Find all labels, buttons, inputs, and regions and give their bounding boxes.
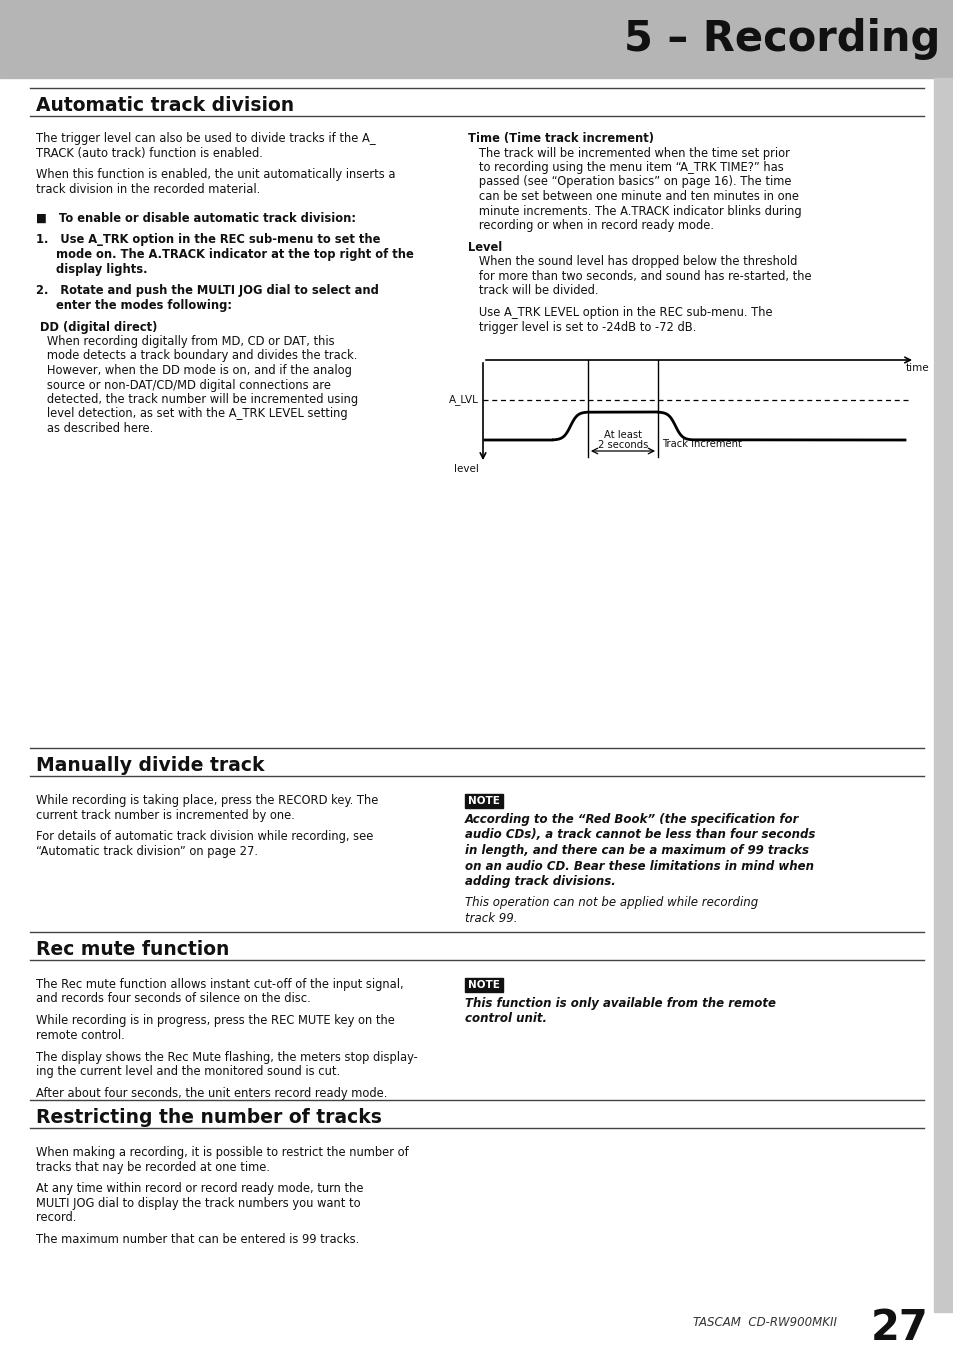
Text: detected, the track number will be incremented using: detected, the track number will be incre… xyxy=(36,393,357,406)
Bar xyxy=(0,0,953,78)
Text: 1.   Use A_TRK option in the REC sub-menu to set the: 1. Use A_TRK option in the REC sub-menu … xyxy=(36,234,380,247)
Text: display lights.: display lights. xyxy=(36,262,148,275)
Bar xyxy=(464,794,502,809)
Text: According to the “Red Book” (the specification for: According to the “Red Book” (the specifi… xyxy=(464,813,799,826)
Text: enter the modes following:: enter the modes following: xyxy=(36,298,232,312)
Text: When the sound level has dropped below the threshold: When the sound level has dropped below t… xyxy=(468,255,797,269)
Text: Time (Time track increment): Time (Time track increment) xyxy=(468,132,654,144)
Text: source or non-DAT/CD/MD digital connections are: source or non-DAT/CD/MD digital connecti… xyxy=(36,378,331,392)
Text: 27: 27 xyxy=(870,1307,928,1349)
Text: TASCAM  CD-RW900MKII: TASCAM CD-RW900MKII xyxy=(692,1315,836,1328)
Text: Restricting the number of tracks: Restricting the number of tracks xyxy=(36,1108,381,1127)
Text: The track will be incremented when the time set prior: The track will be incremented when the t… xyxy=(468,147,789,159)
Text: After about four seconds, the unit enters record ready mode.: After about four seconds, the unit enter… xyxy=(36,1087,387,1100)
Text: At least: At least xyxy=(603,431,641,440)
Text: DD (digital direct): DD (digital direct) xyxy=(36,320,157,333)
Text: track division in the recorded material.: track division in the recorded material. xyxy=(36,182,260,196)
Text: and records four seconds of silence on the disc.: and records four seconds of silence on t… xyxy=(36,992,311,1006)
Text: NOTE: NOTE xyxy=(468,796,499,806)
Text: mode detects a track boundary and divides the track.: mode detects a track boundary and divide… xyxy=(36,350,357,363)
Text: A_LVL: A_LVL xyxy=(449,394,478,405)
Text: While recording is taking place, press the RECORD key. The: While recording is taking place, press t… xyxy=(36,794,378,807)
Text: When this function is enabled, the unit automatically inserts a: When this function is enabled, the unit … xyxy=(36,169,395,181)
Text: 2.   Rotate and push the MULTI JOG dial to select and: 2. Rotate and push the MULTI JOG dial to… xyxy=(36,285,378,297)
Text: 2 seconds: 2 seconds xyxy=(598,440,647,450)
Text: trigger level is set to -24dB to -72 dB.: trigger level is set to -24dB to -72 dB. xyxy=(468,320,696,333)
Text: audio CDs), a track cannot be less than four seconds: audio CDs), a track cannot be less than … xyxy=(464,829,815,841)
Text: For details of automatic track division while recording, see: For details of automatic track division … xyxy=(36,830,373,844)
Text: Automatic track division: Automatic track division xyxy=(36,96,294,115)
Text: ■   To enable or disable automatic track division:: ■ To enable or disable automatic track d… xyxy=(36,212,355,224)
Text: When making a recording, it is possible to restrict the number of: When making a recording, it is possible … xyxy=(36,1146,408,1160)
Bar xyxy=(933,78,953,1312)
Text: level: level xyxy=(454,464,478,474)
Text: Level: Level xyxy=(468,240,501,254)
Text: in length, and there can be a maximum of 99 tracks: in length, and there can be a maximum of… xyxy=(464,844,808,857)
Text: This operation can not be applied while recording: This operation can not be applied while … xyxy=(464,896,758,910)
Text: “Automatic track division” on page 27.: “Automatic track division” on page 27. xyxy=(36,845,257,857)
Text: mode on. The A.TRACK indicator at the top right of the: mode on. The A.TRACK indicator at the to… xyxy=(36,248,414,261)
Text: This function is only available from the remote: This function is only available from the… xyxy=(464,998,775,1010)
Text: remote control.: remote control. xyxy=(36,1029,125,1042)
Text: The Rec mute function allows instant cut-off of the input signal,: The Rec mute function allows instant cut… xyxy=(36,977,403,991)
Text: tracks that nay be recorded at one time.: tracks that nay be recorded at one time. xyxy=(36,1161,270,1173)
Text: on an audio CD. Bear these limitations in mind when: on an audio CD. Bear these limitations i… xyxy=(464,860,813,872)
Text: TRACK (auto track) function is enabled.: TRACK (auto track) function is enabled. xyxy=(36,147,263,159)
Bar xyxy=(464,977,502,992)
Text: NOTE: NOTE xyxy=(468,980,499,990)
Text: When recording digitally from MD, CD or DAT, this: When recording digitally from MD, CD or … xyxy=(36,335,335,348)
Text: MULTI JOG dial to display the track numbers you want to: MULTI JOG dial to display the track numb… xyxy=(36,1196,360,1210)
Text: The trigger level can also be used to divide tracks if the A_: The trigger level can also be used to di… xyxy=(36,132,375,144)
Text: The maximum number that can be entered is 99 tracks.: The maximum number that can be entered i… xyxy=(36,1233,359,1246)
Text: adding track divisions.: adding track divisions. xyxy=(464,875,615,888)
Text: record.: record. xyxy=(36,1211,76,1224)
Text: current track number is incremented by one.: current track number is incremented by o… xyxy=(36,809,294,822)
Text: passed (see “Operation basics” on page 16). The time: passed (see “Operation basics” on page 1… xyxy=(468,176,791,189)
Text: level detection, as set with the A_TRK LEVEL setting: level detection, as set with the A_TRK L… xyxy=(36,408,347,420)
Text: Track increment: Track increment xyxy=(661,439,741,450)
Text: Rec mute function: Rec mute function xyxy=(36,940,229,958)
Text: can be set between one minute and ten minutes in one: can be set between one minute and ten mi… xyxy=(468,190,799,202)
Text: track 99.: track 99. xyxy=(464,911,517,925)
Text: However, when the DD mode is on, and if the analog: However, when the DD mode is on, and if … xyxy=(36,364,352,377)
Text: At any time within record or record ready mode, turn the: At any time within record or record read… xyxy=(36,1183,363,1195)
Text: minute increments. The A.TRACK indicator blinks during: minute increments. The A.TRACK indicator… xyxy=(468,204,801,217)
Text: to recording using the menu item “A_TRK TIME?” has: to recording using the menu item “A_TRK … xyxy=(468,161,783,174)
Text: track will be divided.: track will be divided. xyxy=(468,285,598,297)
Text: for more than two seconds, and sound has re-started, the: for more than two seconds, and sound has… xyxy=(468,270,811,282)
Text: The display shows the Rec Mute flashing, the meters stop display-: The display shows the Rec Mute flashing,… xyxy=(36,1050,417,1064)
Text: as described here.: as described here. xyxy=(36,423,153,435)
Text: Use A_TRK LEVEL option in the REC sub-menu. The: Use A_TRK LEVEL option in the REC sub-me… xyxy=(468,306,772,319)
Text: ing the current level and the monitored sound is cut.: ing the current level and the monitored … xyxy=(36,1065,340,1079)
Text: While recording is in progress, press the REC MUTE key on the: While recording is in progress, press th… xyxy=(36,1014,395,1027)
Text: control unit.: control unit. xyxy=(464,1012,546,1026)
Text: Manually divide track: Manually divide track xyxy=(36,756,264,775)
Text: time: time xyxy=(905,363,929,373)
Text: 5 – Recording: 5 – Recording xyxy=(623,18,939,59)
Text: recording or when in record ready mode.: recording or when in record ready mode. xyxy=(468,219,713,232)
